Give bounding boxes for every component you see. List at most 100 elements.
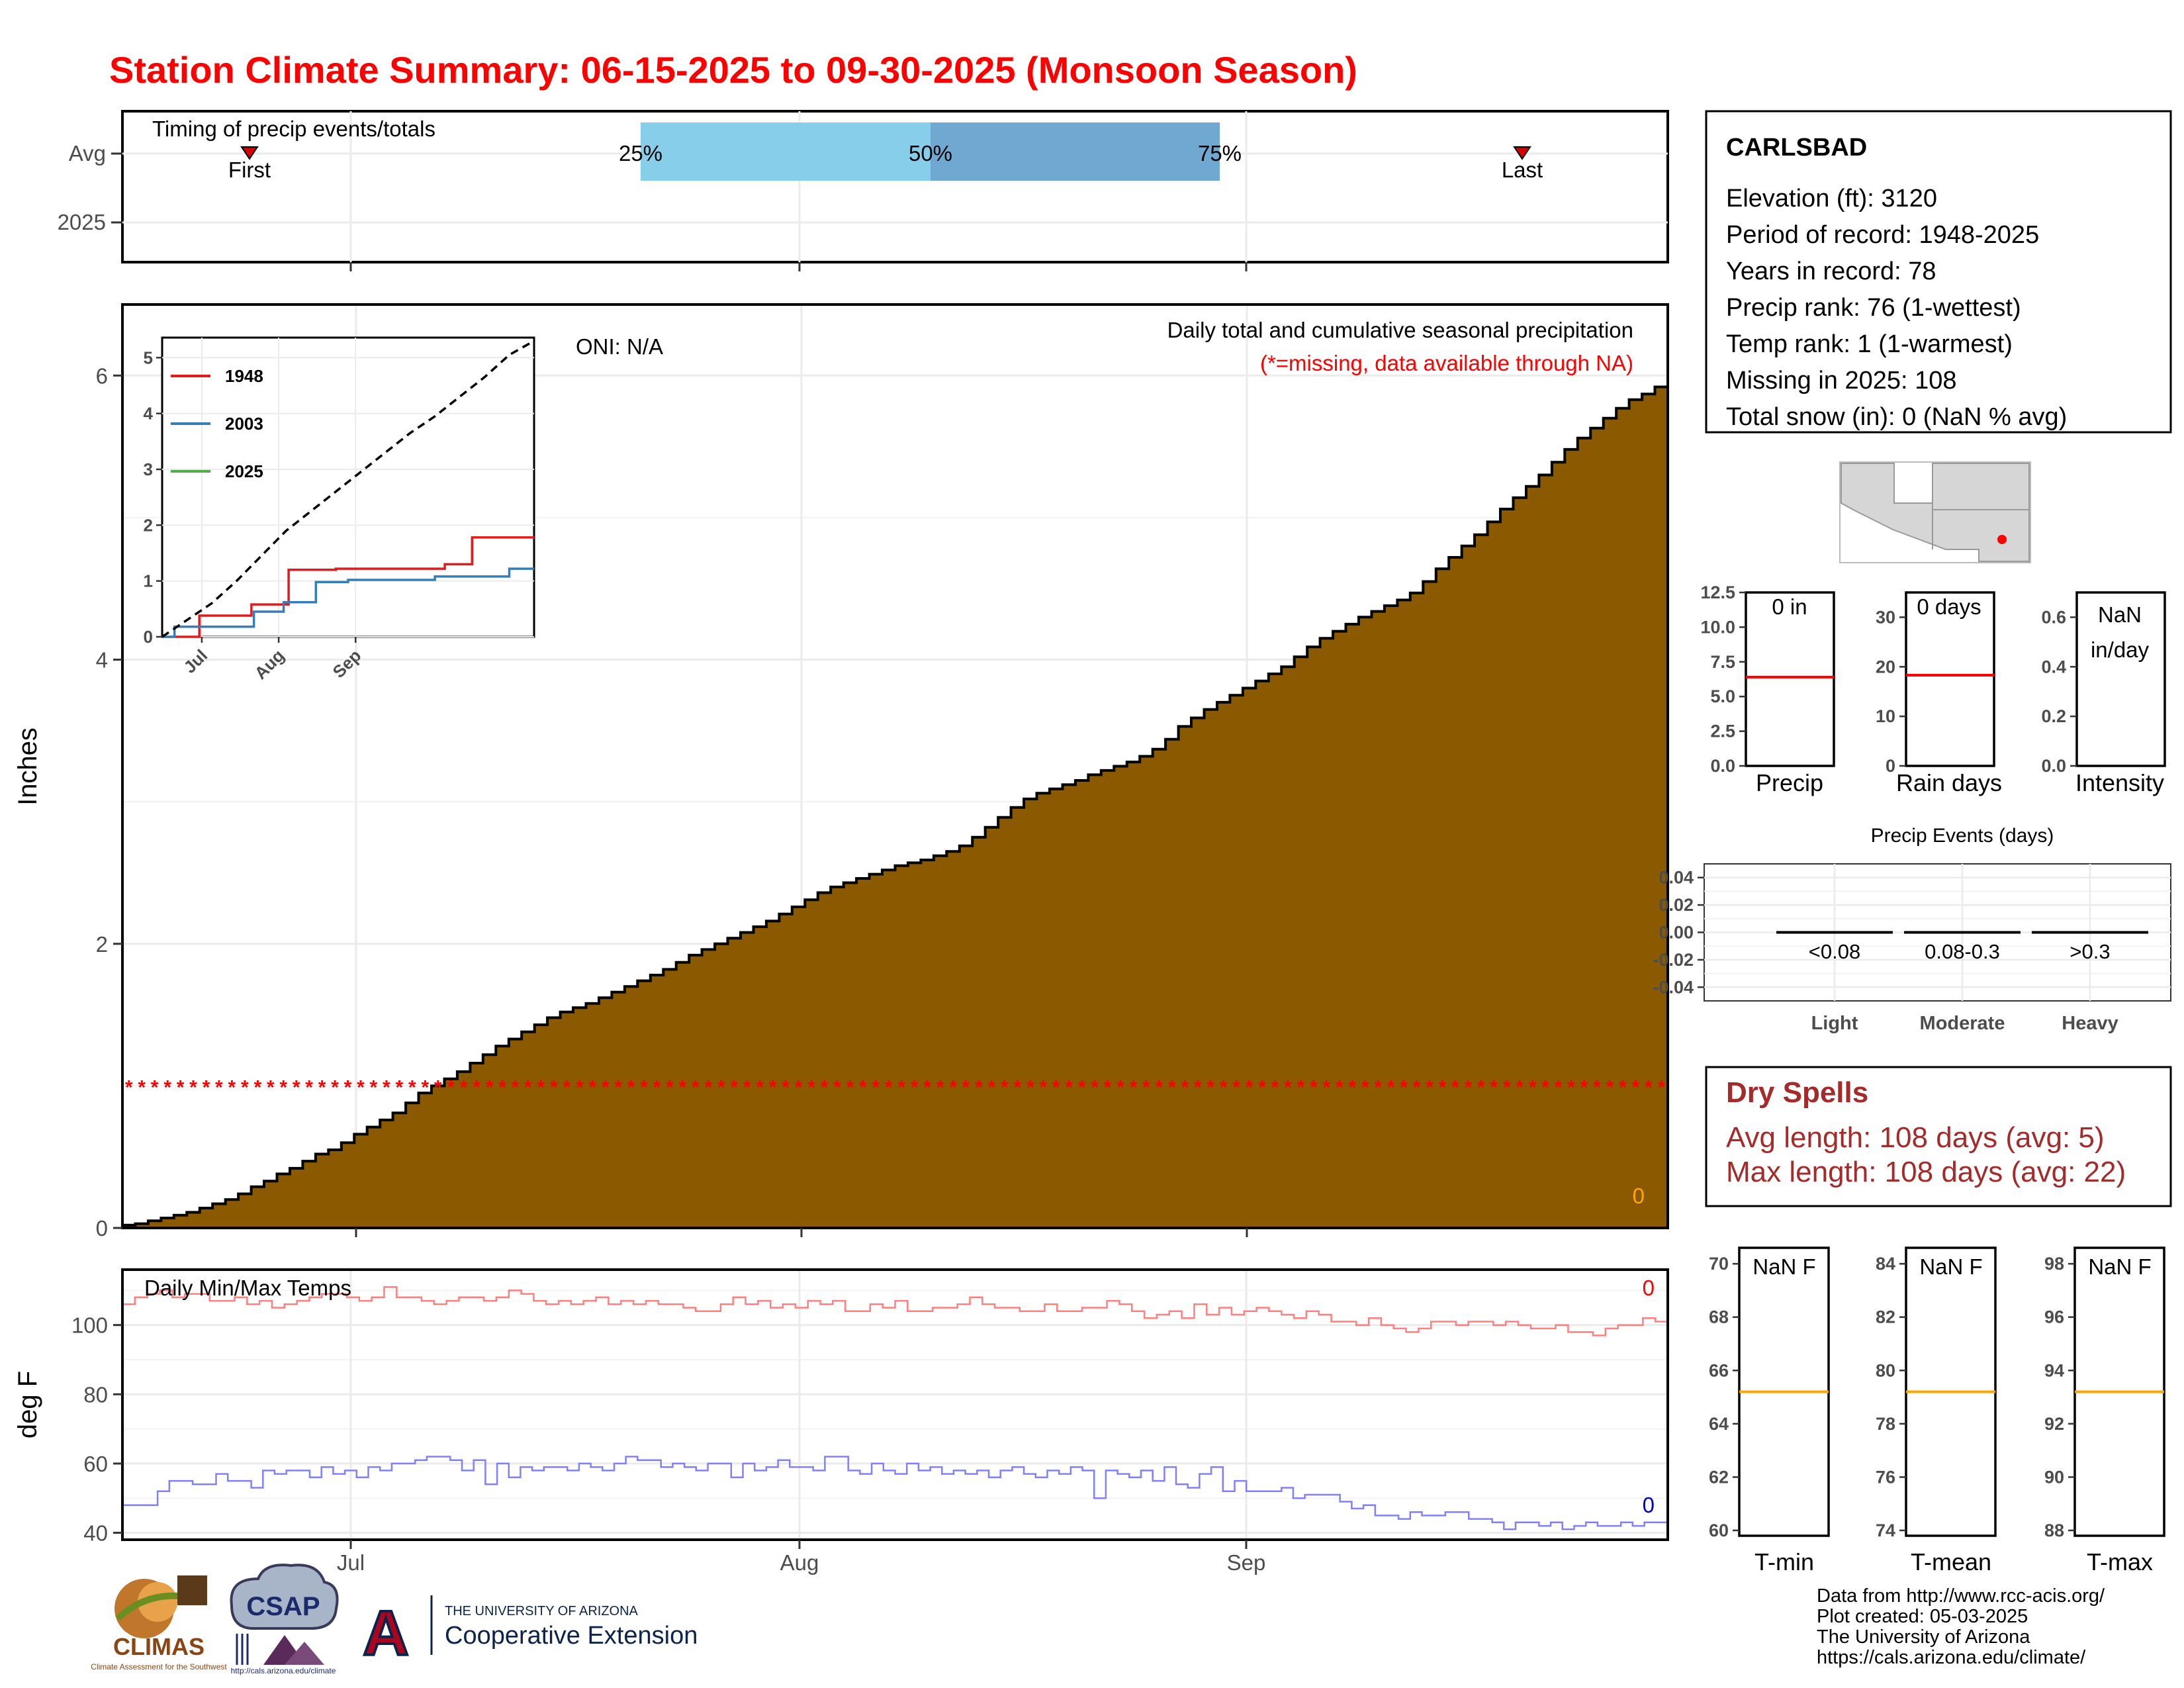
rain-days-panel-ytick-label: 0 [1886, 756, 1895, 776]
missing-marker: * [473, 1076, 480, 1098]
inset-series-1948 [162, 536, 534, 638]
station-location-icon [1997, 535, 2007, 544]
missing-marker: * [692, 1076, 700, 1098]
missing-marker: * [1181, 1076, 1189, 1098]
temps-label: Daily Min/Max Temps [144, 1276, 351, 1300]
tmin-panel-ytick-label: 62 [1709, 1467, 1729, 1487]
rain-days-panel-ytick-label: 10 [1876, 706, 1895, 726]
missing-marker: * [524, 1076, 532, 1098]
precip-ytick-label: 4 [96, 648, 108, 673]
missing-marker: * [627, 1076, 635, 1098]
precip-panel: 0.0 2.5 5.0 7.5 10.0 12.5 [1700, 583, 1835, 776]
dry-spells-max: Max length: 108 days (avg: 22) [1726, 1156, 2126, 1188]
ua-logo: A THE UNIVERSITY OF ARIZONA Cooperative … [361, 1595, 698, 1670]
temps-ytick-label: 40 [83, 1521, 108, 1546]
missing-marker: * [1271, 1076, 1279, 1098]
missing-marker: * [1310, 1076, 1318, 1098]
tmax-panel-ytick-label: 92 [2044, 1414, 2064, 1434]
ua-a-logo-icon: A [363, 1598, 408, 1669]
missing-marker: * [151, 1076, 159, 1098]
missing-marker: * [1567, 1076, 1575, 1098]
missing-marker: * [1130, 1076, 1138, 1098]
missing-marker: * [1361, 1076, 1369, 1098]
tmean-panel-ytick-label: 84 [1876, 1254, 1895, 1274]
csap-logo-text: CSAP [246, 1592, 320, 1621]
locator-map [1839, 461, 2031, 563]
inset-series-2003 [162, 567, 534, 638]
tmean-panel-ytick-label: 80 [1876, 1360, 1895, 1380]
missing-marker: * [1503, 1076, 1511, 1098]
precip-panel-label: Precip [1756, 769, 1823, 796]
last-marker-icon [1513, 146, 1531, 160]
missing-marker: * [988, 1076, 996, 1098]
tmax-panel-ytick-label: 98 [2044, 1254, 2064, 1274]
missing-marker: * [872, 1076, 880, 1098]
timing-row-2025: 2025 [58, 210, 106, 234]
missing-marker: * [177, 1076, 185, 1098]
precip-panel-ytick-label: 2.5 [1710, 722, 1735, 741]
climas-logo-text: CLIMAS [113, 1633, 205, 1660]
missing-marker: * [859, 1076, 867, 1098]
temps-ytick-label: 60 [83, 1452, 108, 1476]
timing-panel: Timing of precip events/totals 25% 50% 7… [58, 110, 1669, 271]
timing-q50-q75-bar [931, 122, 1220, 181]
events-ytick-label: 0.02 [1659, 895, 1694, 915]
missing-marker: * [717, 1076, 725, 1098]
missing-marker: * [357, 1076, 365, 1098]
station-info-box: CARLSBAD Elevation (ft): 3120 Period of … [1705, 110, 2172, 434]
missing-marker: * [1490, 1076, 1498, 1098]
timing-label: Timing of precip events/totals [152, 117, 435, 141]
oni-label: ONI: N/A [576, 334, 663, 359]
rain-days-panel-value: 0 days [1917, 594, 1981, 619]
inset-ytick-label: 5 [144, 348, 153, 367]
missing-marker: * [138, 1076, 146, 1098]
missing-marker: * [125, 1076, 133, 1098]
missing-marker: * [807, 1076, 815, 1098]
min-temp-count: 0 [1643, 1493, 1655, 1517]
missing-marker: * [576, 1076, 584, 1098]
missing-marker: * [795, 1076, 803, 1098]
missing-marker: * [1065, 1076, 1073, 1098]
missing-marker: * [203, 1076, 210, 1098]
footer: Data from http://www.rcc-acis.org/ Plot … [1817, 1585, 2105, 1668]
station-name: CARLSBAD [1726, 134, 1867, 162]
missing-marker: * [1541, 1076, 1549, 1098]
missing-marker: * [1284, 1076, 1292, 1098]
tmean-panel: 74 76 78 80 82 84 [1876, 1246, 1997, 1540]
inset-legend-label: 2025 [225, 461, 263, 481]
station-line-precip-rank: Precip rank: 76 (1-wettest) [1726, 294, 2021, 322]
missing-marker: * [1001, 1076, 1009, 1098]
first-marker-icon [240, 146, 259, 160]
events-cat-moderate: Moderate [1920, 1013, 2005, 1034]
month-axis: Jul Aug Sep [337, 1550, 1265, 1575]
precip-ytick-label: 6 [96, 363, 108, 388]
tmax-panel-ytick-label: 90 [2044, 1467, 2064, 1487]
missing-marker: * [279, 1076, 287, 1098]
tmean-panel-value: NaN F [1919, 1254, 1982, 1279]
max-temp-count: 0 [1643, 1276, 1655, 1300]
tmax-panel-value: NaN F [2088, 1254, 2151, 1279]
month-label-aug: Aug [780, 1550, 819, 1575]
missing-marker: * [1194, 1076, 1202, 1098]
missing-marker: * [1258, 1076, 1266, 1098]
inset-legend-label: 1948 [225, 366, 263, 386]
missing-marker: * [730, 1076, 738, 1098]
missing-marker: * [666, 1076, 674, 1098]
missing-marker: * [705, 1076, 713, 1098]
station-line-temp-rank: Temp rank: 1 (1-warmest) [1726, 330, 2013, 358]
missing-marker: * [1400, 1076, 1408, 1098]
missing-marker: * [1645, 1076, 1653, 1098]
page-title: Station Climate Summary: 06-15-2025 to 0… [109, 49, 1357, 91]
events-range-light: <0.08 [1809, 940, 1860, 963]
missing-marker: * [1156, 1076, 1163, 1098]
precip-corner-value: 0 [1633, 1184, 1645, 1208]
missing-marker: * [318, 1076, 326, 1098]
tmin-panel-ytick-label: 70 [1709, 1254, 1729, 1274]
cumulative-precip-area [121, 385, 1669, 1229]
missing-marker: * [421, 1076, 429, 1098]
missing-marker: * [1039, 1076, 1047, 1098]
events-ytick-label: -0.02 [1653, 950, 1694, 970]
dry-spells-box: Dry Spells Avg length: 108 days (avg: 5)… [1705, 1066, 2172, 1207]
missing-marker: * [1142, 1076, 1150, 1098]
inset-ytick-label: 0 [144, 627, 153, 647]
